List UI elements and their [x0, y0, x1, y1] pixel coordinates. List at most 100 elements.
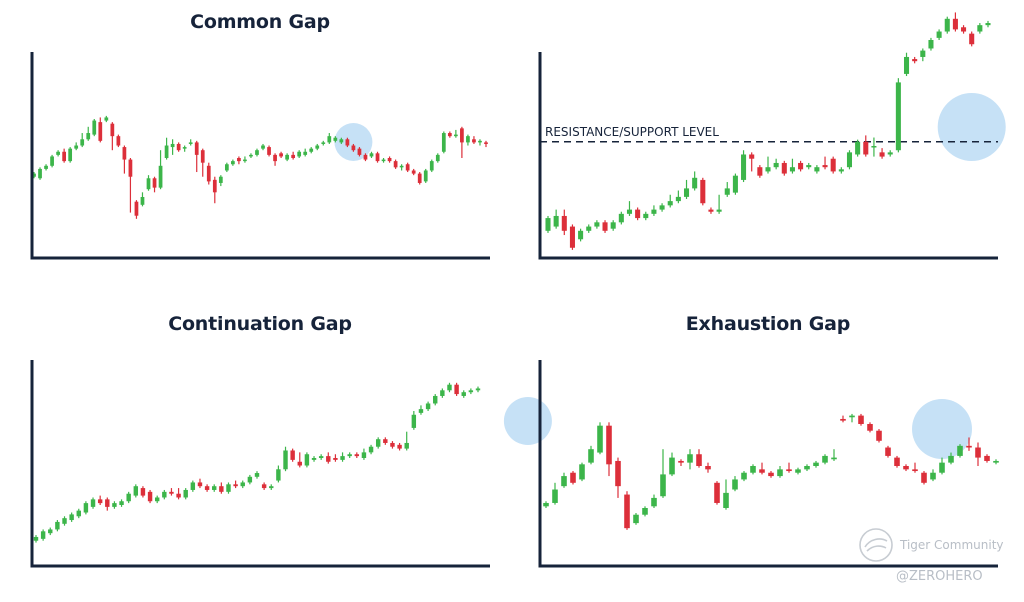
candle-body	[831, 457, 837, 460]
candle	[363, 153, 368, 162]
candle-body	[383, 439, 388, 443]
candle	[789, 158, 795, 174]
candle-body	[651, 497, 657, 507]
candle-body	[961, 27, 967, 32]
candle-body	[190, 482, 196, 490]
candle	[154, 495, 160, 504]
candle	[447, 131, 452, 138]
candle	[708, 207, 714, 214]
candle-body	[635, 209, 641, 219]
candle	[871, 137, 877, 157]
candle-body	[375, 153, 380, 162]
candle-body	[347, 454, 352, 457]
candle	[255, 148, 259, 157]
candle-body	[170, 143, 175, 148]
candle	[261, 143, 265, 151]
candle	[472, 136, 476, 144]
candle	[326, 452, 331, 464]
candle-body	[871, 146, 877, 148]
candle-body	[569, 226, 575, 248]
candle	[261, 482, 267, 490]
candle-body	[822, 455, 828, 463]
candle-body	[484, 142, 488, 144]
candle	[957, 444, 963, 458]
candle-body	[475, 388, 481, 391]
candle-body	[276, 469, 281, 481]
candle-body	[626, 209, 633, 214]
candle	[468, 388, 474, 395]
candle-body	[375, 439, 381, 447]
candle-body	[675, 196, 681, 202]
candle	[140, 192, 145, 207]
candle-body	[74, 145, 79, 149]
candle-body	[708, 209, 714, 212]
candle	[417, 172, 422, 185]
candle	[381, 158, 386, 163]
candle-body	[154, 497, 160, 502]
candle-body	[405, 164, 410, 171]
candle-body	[939, 462, 945, 473]
candle	[777, 466, 783, 478]
candle-body	[765, 167, 771, 172]
candle-body	[618, 213, 624, 223]
candle	[466, 134, 470, 146]
candle-body	[291, 154, 296, 158]
candle-body	[32, 173, 36, 177]
candle	[615, 457, 621, 498]
candle	[347, 452, 352, 458]
candle	[32, 172, 36, 179]
candle	[741, 471, 747, 482]
candle-body	[768, 472, 774, 477]
candle	[716, 194, 722, 214]
candle	[309, 147, 314, 154]
candle	[333, 136, 338, 143]
candle	[849, 413, 855, 423]
candle	[411, 411, 417, 430]
candle	[68, 147, 73, 163]
candle	[435, 153, 440, 163]
chart-title: Common Gap	[190, 11, 330, 33]
candle	[675, 190, 681, 204]
candle-body	[162, 491, 167, 498]
candle	[461, 390, 466, 398]
candle-body	[855, 141, 861, 155]
candle-body	[687, 454, 693, 463]
candle	[304, 452, 310, 468]
candle-body	[667, 201, 673, 206]
candle	[393, 159, 398, 169]
candle	[290, 448, 295, 462]
candle	[895, 78, 901, 153]
candle	[92, 119, 97, 137]
candle-body	[69, 514, 74, 521]
candle-body	[55, 521, 60, 530]
candle-body	[249, 154, 253, 157]
candle	[588, 445, 594, 465]
candle-body	[441, 133, 446, 152]
candle	[375, 151, 380, 163]
gap-highlight-circle	[334, 123, 373, 161]
candle	[311, 456, 317, 462]
candle	[169, 488, 174, 496]
candle	[903, 52, 910, 77]
candle-body	[425, 403, 431, 410]
candle	[846, 150, 853, 170]
candle	[643, 211, 649, 221]
candle	[618, 211, 624, 225]
candle	[128, 158, 133, 213]
candle-body	[468, 390, 474, 393]
candle-body	[318, 456, 324, 458]
candle	[62, 148, 67, 163]
candle	[633, 513, 639, 525]
candle-body	[273, 154, 277, 162]
candle-body	[597, 425, 603, 453]
candle	[545, 215, 551, 233]
candle	[48, 527, 53, 536]
candle-body	[984, 455, 990, 461]
candle	[867, 422, 873, 433]
candle-body	[894, 457, 900, 466]
candle-body	[724, 188, 730, 195]
candle	[570, 471, 576, 485]
candle-body	[397, 444, 402, 449]
candle	[561, 472, 567, 488]
